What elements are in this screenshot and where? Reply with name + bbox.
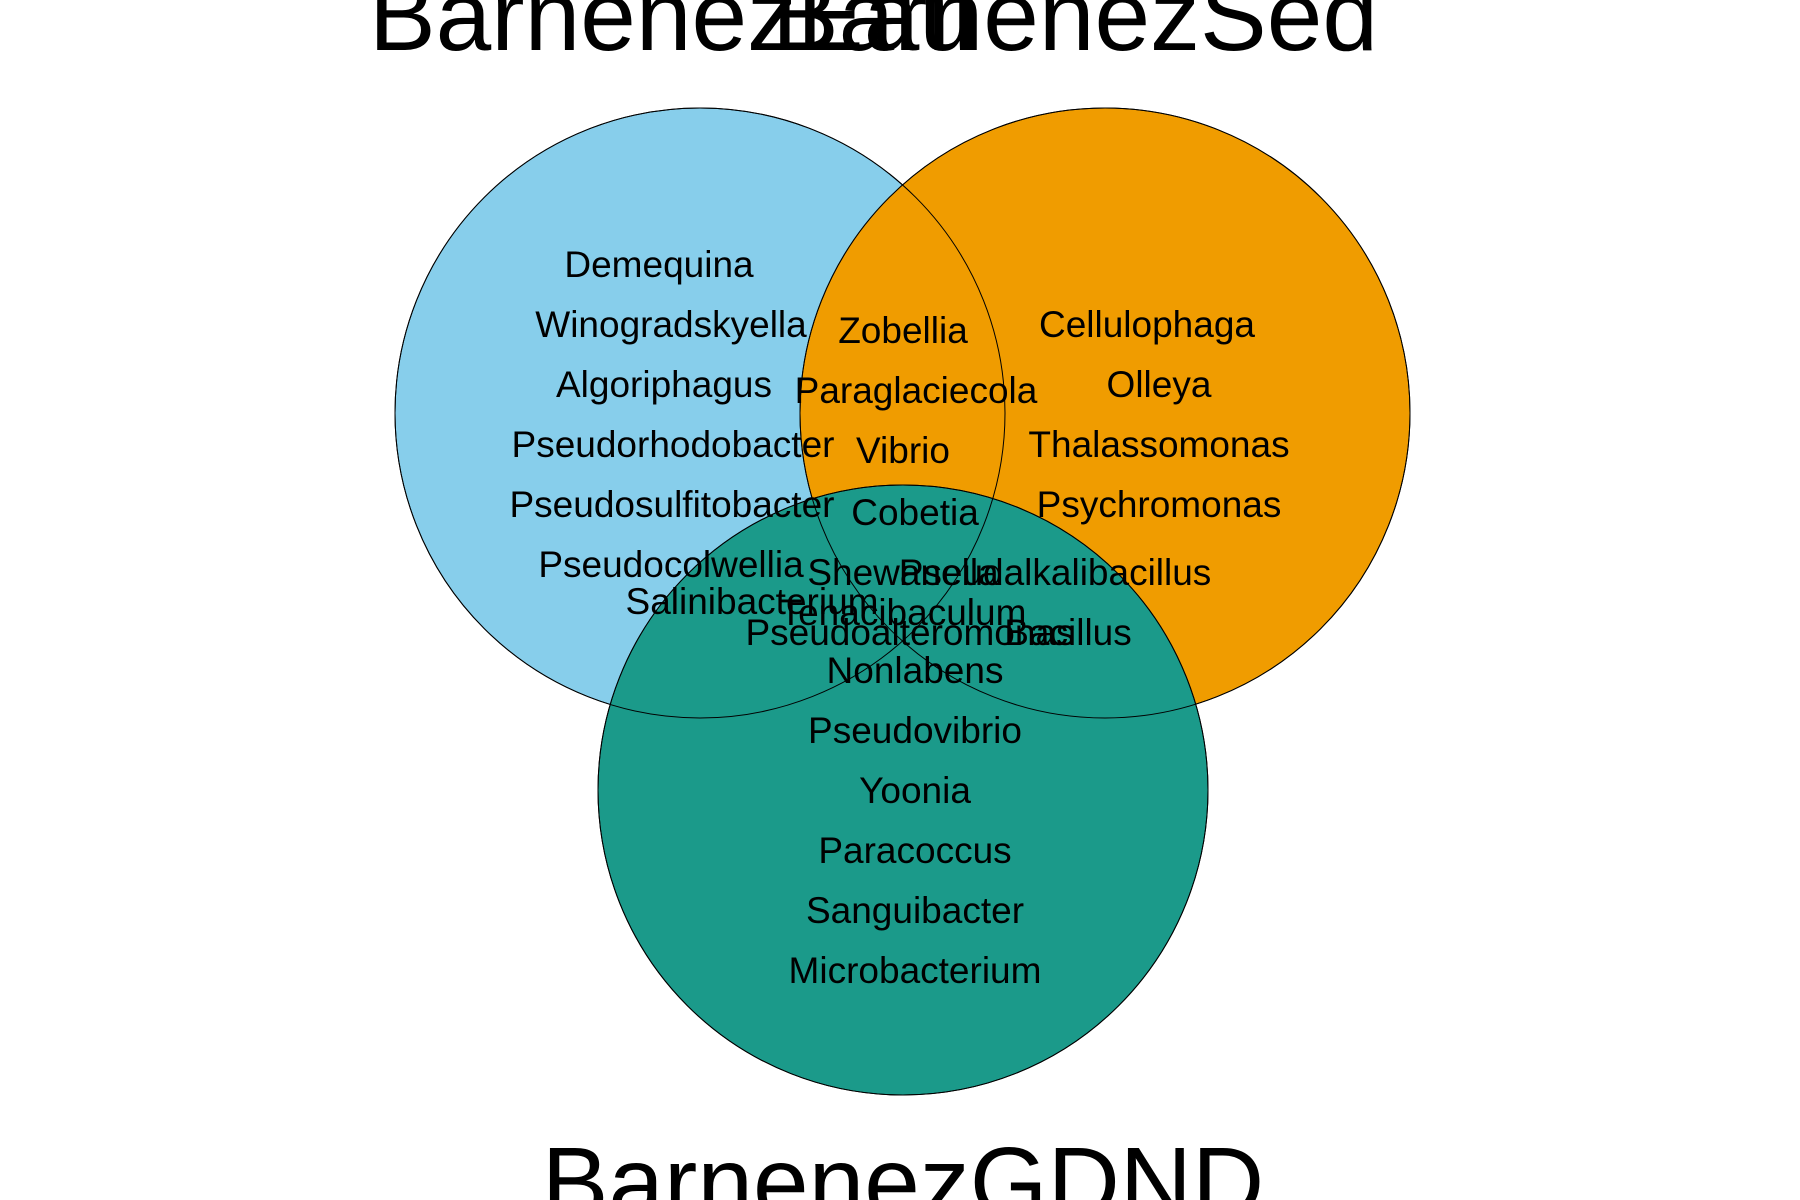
item-bc-1: Pseudalkalibacillus: [899, 552, 1212, 593]
item-c-only-3: Yoonia: [859, 770, 971, 811]
item-ac-1: Salinibacterium: [626, 581, 879, 622]
item-c-only-5: Sanguibacter: [806, 890, 1024, 931]
item-a-only-6: Pseudocolwellia: [538, 544, 804, 585]
item-b-only-1: Cellulophaga: [1039, 304, 1255, 345]
item-abc-4: Pseudoalteromonas: [745, 612, 1074, 653]
item-b-only-3: Thalassomonas: [1028, 424, 1289, 465]
item-b-only-2: Olleya: [1107, 364, 1212, 405]
set-title-barnenez-gdnd: BarnenezGDND: [542, 1127, 1265, 1200]
item-c-only-4: Paracoccus: [818, 830, 1011, 871]
circle-barnenez-eau-outline: [394, 107, 1006, 719]
item-bc-2: Bacillus: [1004, 612, 1132, 653]
item-abc-1: Cobetia: [851, 492, 979, 533]
item-abc-2: Shewanella: [807, 552, 999, 593]
item-a-only-3: Algoriphagus: [556, 364, 772, 405]
item-a-only-1: Demequina: [564, 244, 754, 285]
item-ab-3: Vibrio: [856, 430, 950, 471]
set-title-barnenez-eau: BarnenezEau: [369, 0, 975, 72]
item-ab-2: Paraglaciecola: [795, 370, 1038, 411]
circle-barnenez-gdnd-outline: [597, 484, 1209, 1096]
item-c-only-2: Pseudovibrio: [808, 710, 1022, 751]
set-title-barnenez-sed: BarnenezSed: [772, 0, 1378, 72]
item-abc-3: Tenacibaculum: [780, 592, 1027, 633]
item-c-only-1: Nonlabens: [827, 650, 1004, 691]
item-a-only-5: Pseudosulfitobacter: [510, 484, 835, 525]
item-c-only-6: Microbacterium: [789, 950, 1042, 991]
circle-barnenez-sed-outline: [799, 107, 1411, 719]
item-a-only-4: Pseudorhodobacter: [512, 424, 835, 465]
item-b-only-4: Psychromonas: [1037, 484, 1282, 525]
item-ab-1: Zobellia: [838, 310, 968, 351]
item-a-only-2: Winogradskyella: [535, 304, 807, 345]
